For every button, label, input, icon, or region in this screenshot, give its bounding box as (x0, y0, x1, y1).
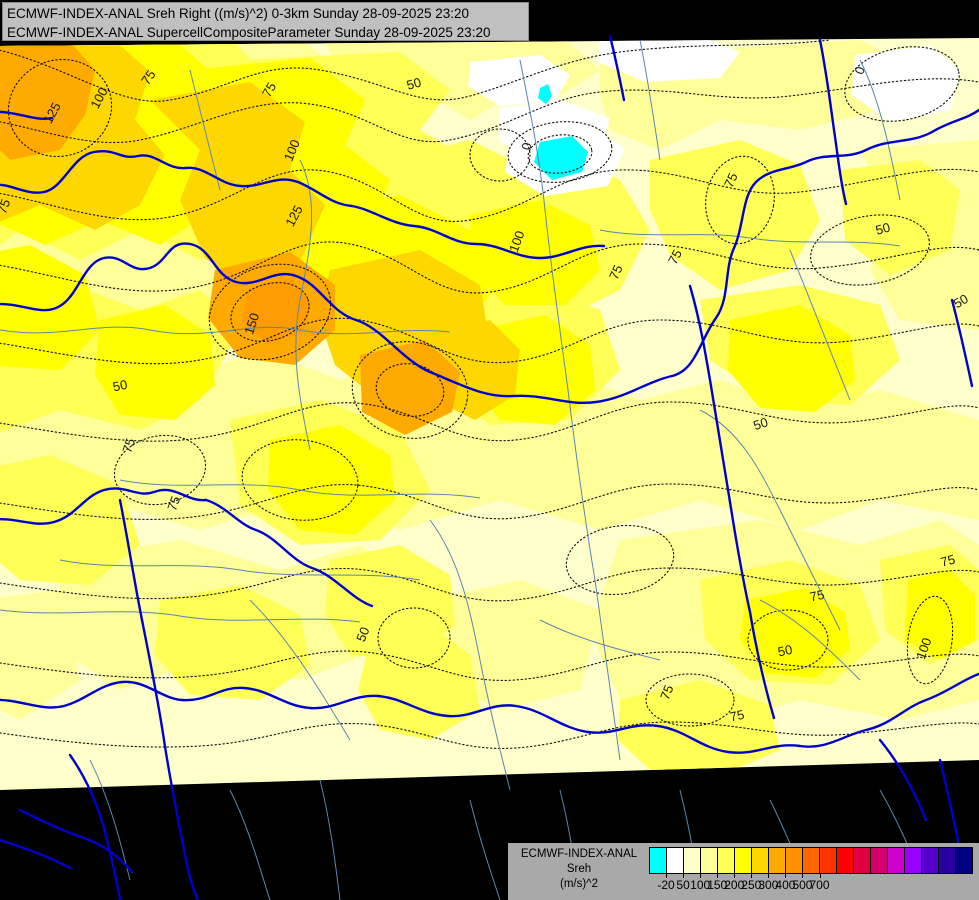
contour-label-100-24: 100 (913, 636, 935, 662)
contour-label-75-27: 75 (728, 707, 745, 725)
legend-tick-label-4: 200 (724, 878, 745, 892)
contour-label-75-18: 75 (119, 436, 138, 454)
scalar-field-layer (0, 38, 979, 790)
contour-label-75-2: 75 (138, 67, 159, 87)
legend-tick-label-0: -20 (657, 878, 675, 892)
legend-swatch-13[interactable] (871, 848, 888, 873)
contour-label-150-13: 150 (241, 311, 262, 336)
legend-swatch-16[interactable] (922, 848, 939, 873)
legend-tick-1 (683, 874, 685, 878)
legend-swatch-5[interactable] (735, 848, 752, 873)
contour-label-50-12: 50 (951, 291, 971, 311)
legend-tick-2 (700, 874, 702, 878)
legend-swatch-15[interactable] (905, 848, 922, 873)
title-line-2: ECMWF-INDEX-ANAL SupercellCompositeParam… (7, 25, 491, 40)
legend-tick-label-1: 50 (676, 878, 690, 892)
contour-label-75-26: 75 (657, 683, 676, 702)
negative-srh-pocket (534, 136, 588, 180)
contour-label-75-10: 75 (721, 171, 741, 190)
contour-label-100-9: 100 (506, 229, 528, 255)
legend-tick-3 (717, 874, 719, 878)
legend-swatch-0[interactable] (650, 848, 667, 873)
contour-label-0-6: 0 (851, 64, 868, 76)
legend-title: ECMWF-INDEX-ANAL (520, 848, 638, 860)
legend-tick-label-6: 300 (758, 878, 779, 892)
title-panel: ECMWF-INDEX-ANAL Sreh Right ((m/s)^2) 0-… (2, 2, 529, 41)
contour-label-50-21: 50 (353, 625, 372, 644)
legend-tick-label-5: 250 (741, 878, 762, 892)
legend-tick-label-8: 500 (792, 878, 813, 892)
legend-tick-8 (802, 874, 804, 878)
contour-label-50-17: 50 (111, 377, 128, 395)
contour-label-75-3: 75 (259, 80, 279, 100)
contour-label-75-23: 75 (808, 587, 825, 605)
legend-panel: ECMWF-INDEX-ANAL Sreh (m/s)^2 -20 50 100 15… (508, 843, 979, 900)
legend-field: Sreh (566, 863, 592, 875)
legend-caption: ECMWF-INDEX-ANAL Sreh (m/s)^2 (514, 847, 644, 892)
legend-swatch-2[interactable] (684, 848, 701, 873)
legend-swatch-12[interactable] (854, 848, 871, 873)
legend-swatch-8[interactable] (786, 848, 803, 873)
contour-label-50-4: 50 (405, 75, 423, 93)
legend-swatch-11[interactable] (837, 848, 854, 873)
legend-tick-6 (768, 874, 770, 878)
legend-swatch-4[interactable] (718, 848, 735, 873)
legend-tick-row: -20 50 100 150 200 250 300 400 500 700 (649, 874, 973, 896)
contour-label-50-11: 50 (874, 220, 892, 238)
contour-label-75-22: 75 (939, 552, 957, 570)
contour-label-75-14: 75 (606, 263, 626, 282)
legend-swatch-3[interactable] (701, 848, 718, 873)
legend-swatch-14[interactable] (888, 848, 905, 873)
legend-swatch-1[interactable] (667, 848, 684, 873)
legend-tick-7 (785, 874, 787, 878)
legend-swatch-17[interactable] (939, 848, 956, 873)
legend-colorbar[interactable] (649, 847, 973, 874)
legend-swatch-6[interactable] (752, 848, 769, 873)
contour-label-50-19: 50 (751, 414, 769, 433)
legend-units: (m/s)^2 (560, 878, 598, 890)
legend-swatch-10[interactable] (820, 848, 837, 873)
contour-lines (0, 39, 979, 749)
legend-tick-label-2: 100 (690, 878, 711, 892)
legend-swatch-18[interactable] (956, 848, 972, 873)
legend-tick-4 (734, 874, 736, 878)
legend-tick-0 (666, 874, 668, 878)
contour-label-75-20: 75 (164, 494, 183, 513)
legend-tick-label-7: 400 (775, 878, 796, 892)
legend-tick-label-9: 700 (809, 878, 830, 892)
title-line-1: ECMWF-INDEX-ANAL Sreh Right ((m/s)^2) 0-… (7, 6, 469, 21)
contour-label-0-5: 0 (519, 141, 535, 151)
legend-swatch-9[interactable] (803, 848, 820, 873)
legend-tick-9 (819, 874, 821, 878)
contour-label-75-15: 75 (665, 247, 685, 267)
legend-tick-label-3: 150 (707, 878, 728, 892)
legend-tick-5 (751, 874, 753, 878)
legend-swatch-7[interactable] (769, 848, 786, 873)
contour-label-75-16: 75 (0, 197, 13, 216)
contour-label-50-25: 50 (776, 642, 793, 660)
rivers-layer (0, 39, 901, 791)
